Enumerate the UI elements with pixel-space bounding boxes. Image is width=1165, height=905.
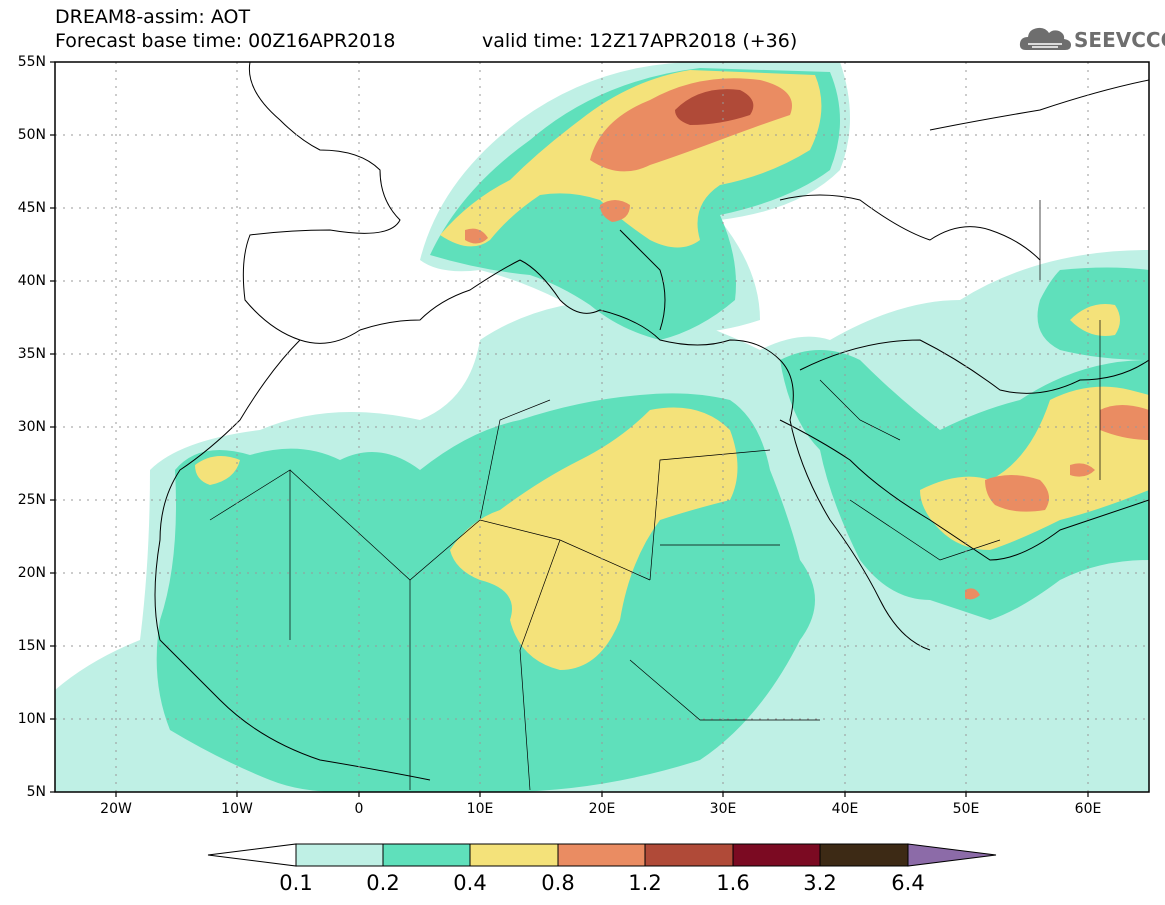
map-title: DREAM8-assim: AOT (55, 6, 251, 28)
colorbar-swatch-0-1 (295, 843, 384, 867)
colorbar-swatch-1-2 (644, 843, 734, 867)
lat-label-55n: 55N (17, 54, 46, 70)
colorbar-swatch-0-4 (469, 843, 559, 867)
colorbar-swatch-0-8 (557, 843, 646, 867)
colorbar-swatch-0-2 (382, 843, 471, 867)
lat-label-5n: 5N (26, 784, 46, 800)
colorbar-label-1-6: 1.6 (716, 871, 750, 895)
lat-label-30n: 30N (17, 419, 46, 435)
gridlines (55, 62, 1149, 792)
lat-label-15n: 15N (17, 638, 46, 654)
colorbar-label-1-2: 1.2 (628, 871, 662, 895)
lat-label-50n: 50N (17, 127, 46, 143)
colorbar-label-6-4: 6.4 (891, 871, 925, 895)
seevccc-logo: SEEVCCC (1018, 22, 1165, 56)
colorbar (207, 843, 997, 867)
country-borders (209, 200, 1101, 791)
lat-label-10n: 10N (17, 711, 46, 727)
coastlines (154, 62, 1149, 781)
tick-marks (50, 61, 1089, 797)
lat-label-45n: 45N (17, 200, 46, 216)
lat-label-35n: 35N (17, 346, 46, 362)
lon-label-40e: 40E (831, 801, 859, 817)
lon-label-50e: 50E (952, 801, 980, 817)
cloud-icon (1019, 27, 1071, 50)
lat-label-40n: 40N (17, 273, 46, 289)
logo-text: SEEVCCC (1074, 28, 1165, 52)
colorbar-label-3-2: 3.2 (803, 871, 837, 895)
colorbar-label-0-2: 0.2 (366, 871, 400, 895)
colorbar-label-0-4: 0.4 (453, 871, 487, 895)
colorbar-high-arrow (907, 843, 997, 867)
lon-label-20e: 20E (588, 801, 616, 817)
colorbar-low-arrow (207, 843, 297, 867)
lon-label-10e: 10E (466, 801, 494, 817)
colorbar-label-0-8: 0.8 (541, 871, 575, 895)
lon-label-60e: 60E (1074, 801, 1102, 817)
aot-map (50, 61, 1150, 797)
lon-label-20w: 20W (100, 801, 132, 817)
colorbar-label-0-1: 0.1 (279, 871, 313, 895)
forecast-base-time: Forecast base time: 00Z16APR2018 (55, 30, 396, 52)
colorbar-swatch-3-2 (819, 843, 909, 867)
colorbar-swatch-1-6 (732, 843, 821, 867)
lon-label-0: 0 (354, 801, 364, 817)
lon-label-30e: 30E (709, 801, 737, 817)
valid-time: valid time: 12Z17APR2018 (+36) (482, 30, 798, 52)
aot-contours (55, 62, 1149, 792)
aot-level-1-2 (675, 89, 754, 125)
lat-label-20n: 20N (17, 565, 46, 581)
lat-label-25n: 25N (17, 492, 46, 508)
lon-label-10w: 10W (221, 801, 253, 817)
